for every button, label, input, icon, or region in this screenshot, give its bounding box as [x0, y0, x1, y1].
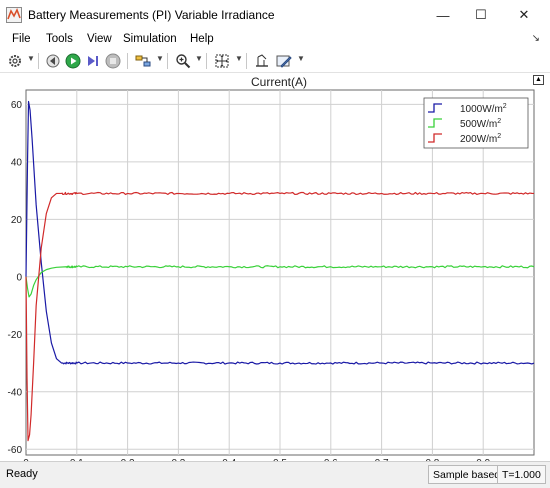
maximize-icon: ☐: [475, 7, 487, 22]
legend: 1000W/m2 500W/m2 200W/m2: [423, 97, 529, 149]
fit-dropdown-icon[interactable]: ▼: [235, 54, 243, 63]
status-bar: Ready Sample based T=1.000: [0, 461, 550, 488]
undock-icon: ▲: [535, 76, 542, 83]
toolbar-separator: [38, 53, 39, 69]
x-tick-label: 0.9: [476, 458, 490, 461]
settings-dropdown-icon[interactable]: ▼: [27, 54, 35, 63]
plot-title: Current(A): [251, 75, 307, 89]
style-button[interactable]: [275, 52, 293, 70]
step-forward-icon: [88, 56, 98, 66]
legend-swatch: [428, 133, 442, 143]
y-tick-label: -20: [8, 330, 23, 341]
toolbar-separator: [246, 53, 247, 69]
highlight-dropdown-icon[interactable]: ▼: [156, 54, 164, 63]
y-tick-label: -40: [8, 387, 23, 398]
legend-swatch: [428, 118, 442, 128]
status-sample-mode: Sample based: [428, 465, 506, 484]
step-back-icon: [46, 54, 60, 68]
status-ready: Ready: [6, 468, 38, 480]
legend-entry: 1000W/m2: [460, 103, 507, 115]
minimize-icon: —: [436, 7, 450, 23]
x-tick-label: 0.6: [324, 458, 338, 461]
close-icon: ✕: [518, 7, 530, 22]
window-title: Battery Measurements (PI) Variable Irrad…: [28, 8, 275, 22]
fit-to-view-button[interactable]: [213, 52, 231, 70]
menu-simulation[interactable]: Simulation: [123, 33, 177, 45]
x-tick-label: 0.1: [70, 458, 84, 461]
step-forward-button[interactable]: [84, 52, 102, 70]
x-tick-label: 0.5: [273, 458, 287, 461]
current-plot: Current(A) 0 0.1 0.2 0.3 0.4 0.5 0.6 0.7 0.8 0.9 -…: [8, 75, 535, 461]
cursor-measure-icon: [256, 54, 268, 67]
cursor-measure-button[interactable]: [253, 52, 271, 70]
series-line-1: [25, 265, 535, 298]
y-tick-label: -60: [8, 445, 23, 456]
scope-figure: ▲ Current(A) 0 0.1 0.2 0.3 0.4 0.5 0.6 0.7 0.8 0.…: [0, 73, 550, 461]
run-icon: [65, 53, 81, 69]
x-tick-label: 0.3: [171, 458, 185, 461]
series-lines: [25, 100, 535, 442]
menu-view[interactable]: View: [87, 33, 112, 45]
toolbar-separator: [206, 53, 207, 69]
menu-help[interactable]: Help: [190, 33, 214, 45]
close-button[interactable]: ✕: [506, 3, 542, 27]
run-button[interactable]: [64, 52, 82, 70]
toolbar-separator: [127, 53, 128, 69]
step-back-button[interactable]: [44, 52, 62, 70]
legend-entry: 500W/m2: [460, 118, 501, 130]
legend-entry: 200W/m2: [460, 133, 501, 145]
legend-box: [423, 97, 529, 149]
tick-labels: 0 0.1 0.2 0.3 0.4 0.5 0.6 0.7 0.8 0.9 -60 -40 -20 0 20…: [8, 100, 491, 461]
highlight-block-icon: [135, 55, 151, 67]
series-line-0: [25, 100, 535, 365]
y-tick-label: 0: [16, 272, 22, 283]
settings-button[interactable]: [6, 52, 24, 70]
stop-button[interactable]: [104, 52, 122, 70]
x-tick-label: 0: [23, 458, 29, 461]
fit-to-view-icon: [215, 54, 229, 68]
grid-lines: [26, 90, 534, 455]
stop-icon: [105, 53, 121, 69]
y-tick-label: 60: [11, 100, 23, 111]
menu-overflow-icon[interactable]: ↘: [531, 33, 540, 44]
legend-swatch: [428, 103, 442, 113]
simulink-scope-icon: [6, 7, 22, 23]
zoom-dropdown-icon[interactable]: ▼: [195, 54, 203, 63]
maximize-button[interactable]: ☐: [463, 3, 499, 27]
style-icon: [276, 55, 292, 68]
menu-bar: File Tools View Simulation Help ↘: [0, 30, 550, 49]
x-tick-label: 0.2: [121, 458, 135, 461]
y-tick-label: 40: [11, 157, 23, 168]
x-tick-label: 0.7: [375, 458, 389, 461]
style-dropdown-icon[interactable]: ▼: [297, 54, 305, 63]
toolbar: ▼ ▼: [0, 49, 550, 73]
status-time: T=1.000: [497, 465, 546, 484]
x-tick-label: 0.4: [222, 458, 236, 461]
y-tick-label: 20: [11, 215, 23, 226]
undock-button[interactable]: ▲: [533, 75, 544, 85]
x-tick-label: 0.8: [425, 458, 439, 461]
settings-icon: [9, 55, 21, 67]
highlight-block-button[interactable]: [134, 52, 152, 70]
menu-file[interactable]: File: [12, 33, 31, 45]
title-bar: Battery Measurements (PI) Variable Irrad…: [0, 0, 550, 30]
series-line-2: [25, 191, 535, 442]
toolbar-separator: [167, 53, 168, 69]
menu-tools[interactable]: Tools: [46, 33, 73, 45]
zoom-in-icon: [176, 54, 191, 69]
zoom-in-button[interactable]: [174, 52, 192, 70]
minimize-button[interactable]: —: [425, 3, 461, 27]
